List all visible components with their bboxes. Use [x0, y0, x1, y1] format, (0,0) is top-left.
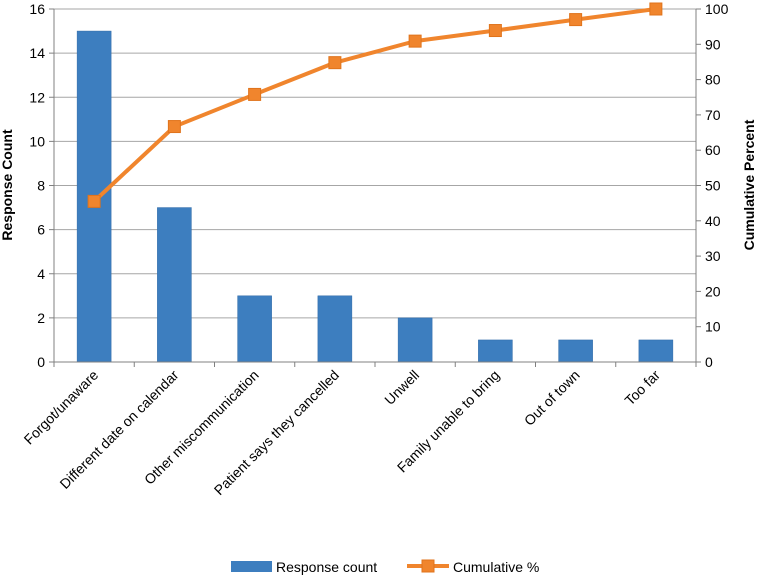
left-tick-label-7: 14: [29, 45, 45, 61]
bar-7: [638, 339, 674, 363]
bar-6: [558, 339, 593, 363]
bar-2: [237, 295, 272, 363]
legend: Response count Cumulative %: [231, 559, 539, 575]
bar-5: [478, 339, 513, 363]
axes: [53, 9, 697, 367]
cumulative-marker-5: [488, 24, 502, 38]
right-tick-label-2: 20: [705, 283, 721, 299]
right-tick-label-3: 30: [705, 248, 721, 264]
category-label-6: Out of town: [521, 367, 583, 429]
category-label-4: Unwell: [381, 367, 422, 408]
left-axis-ticks: 0 2 4 6 8 10 12 14 16: [29, 1, 54, 370]
cumulative-marker-4: [408, 34, 422, 48]
category-label-7: Too far: [621, 367, 663, 409]
right-tick-label-6: 60: [705, 142, 721, 158]
legend-swatch-response-count: [231, 561, 272, 572]
cumulative-marker-0: [87, 194, 101, 208]
left-tick-label-5: 10: [29, 133, 45, 149]
cumulative-line: [92, 7, 657, 203]
gridlines: [54, 8, 696, 319]
cumulative-line-series: [87, 2, 663, 208]
right-tick-label-0: 0: [705, 354, 713, 370]
left-tick-label-6: 12: [29, 89, 45, 105]
legend-swatch-cumulative-marker: [421, 559, 435, 573]
cumulative-marker-1: [167, 120, 181, 134]
left-axis-title: Response Count: [0, 129, 15, 241]
bar-series: [76, 30, 674, 363]
cumulative-marker-6: [569, 13, 583, 27]
legend-label-response-count: Response count: [276, 559, 377, 575]
left-tick-label-1: 2: [37, 310, 45, 326]
left-tick-label-2: 4: [37, 266, 45, 282]
bar-1: [157, 207, 192, 363]
right-tick-label-1: 10: [705, 319, 721, 335]
cumulative-marker-2: [248, 87, 262, 101]
cumulative-marker-3: [328, 56, 342, 70]
right-tick-label-10: 100: [705, 1, 729, 17]
bar-3: [317, 295, 353, 363]
left-tick-label-4: 8: [37, 178, 45, 194]
right-tick-label-5: 50: [705, 178, 721, 194]
legend-label-cumulative: Cumulative %: [453, 559, 539, 575]
right-tick-label-4: 40: [705, 213, 721, 229]
left-tick-label-8: 16: [29, 1, 45, 17]
left-tick-label-0: 0: [37, 354, 45, 370]
bar-4: [397, 317, 433, 363]
right-tick-label-7: 70: [705, 107, 721, 123]
left-tick-label-3: 6: [37, 222, 45, 238]
right-tick-label-8: 80: [705, 72, 721, 88]
category-label-0: Forgot/unaware: [21, 367, 102, 448]
right-tick-label-9: 90: [705, 36, 721, 52]
cumulative-marker-7: [649, 2, 663, 16]
right-axis-ticks: 0 10 20 30 40 50 60 70 80 90 100: [696, 1, 729, 370]
right-axis-title: Cumulative Percent: [741, 119, 757, 250]
